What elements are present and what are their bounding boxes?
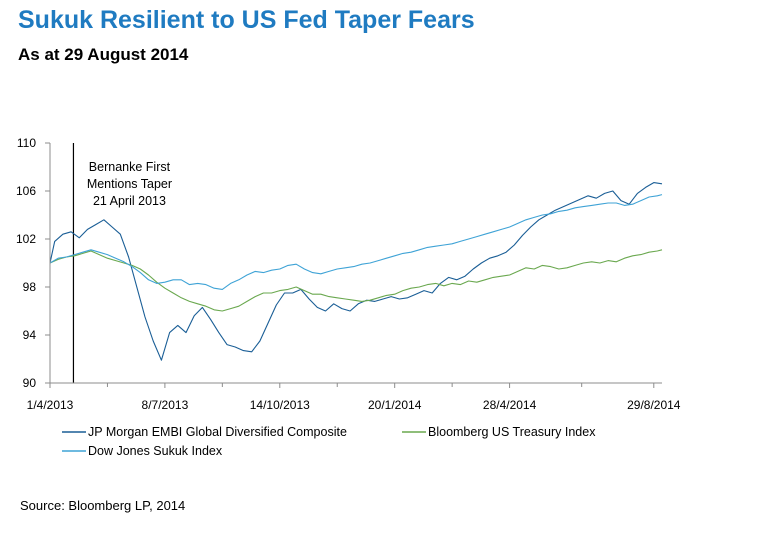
y-tick-label: 90 <box>23 376 37 390</box>
annotation-text: Bernanke First <box>89 160 171 174</box>
y-tick-label: 110 <box>17 136 36 150</box>
legend-label: Dow Jones Sukuk Index <box>88 444 223 458</box>
source-note: Source: Bloomberg LP, 2014 <box>20 498 186 513</box>
series-group <box>49 182 663 361</box>
series-line-3 <box>49 194 663 290</box>
x-tick-label: 29/8/2014 <box>627 398 681 412</box>
x-tick-label: 28/4/2014 <box>483 398 537 412</box>
legend-label: Bloomberg US Treasury Index <box>428 425 596 439</box>
chart-title: Sukuk Resilient to US Fed Taper Fears <box>18 6 475 34</box>
y-tick-label: 98 <box>23 280 37 294</box>
x-tick-label: 20/1/2014 <box>368 398 422 412</box>
y-tick-label: 102 <box>16 232 36 246</box>
x-tick-label: 14/10/2013 <box>250 398 310 412</box>
series-line-1 <box>49 182 663 361</box>
annotation: Bernanke First Mentions Taper 21 April 201… <box>72 143 172 383</box>
legend: JP Morgan EMBI Global Diversified Compos… <box>62 425 596 458</box>
chart-subtitle: As at 29 August 2014 <box>18 45 189 64</box>
y-tick-label: 94 <box>23 328 37 342</box>
x-tick-label: 1/4/2013 <box>27 398 74 412</box>
x-tick-label: 8/7/2013 <box>142 398 189 412</box>
y-tick-label: 106 <box>16 184 36 198</box>
legend-label: JP Morgan EMBI Global Diversified Compos… <box>88 425 347 439</box>
annotation-text: Mentions Taper <box>87 177 172 191</box>
axes: 90 94 98 102 106 110 1/4/2013 8/7/2013 14/10/201… <box>16 136 681 412</box>
series-line-2 <box>49 249 663 312</box>
annotation-text: 21 April 2013 <box>93 194 166 208</box>
